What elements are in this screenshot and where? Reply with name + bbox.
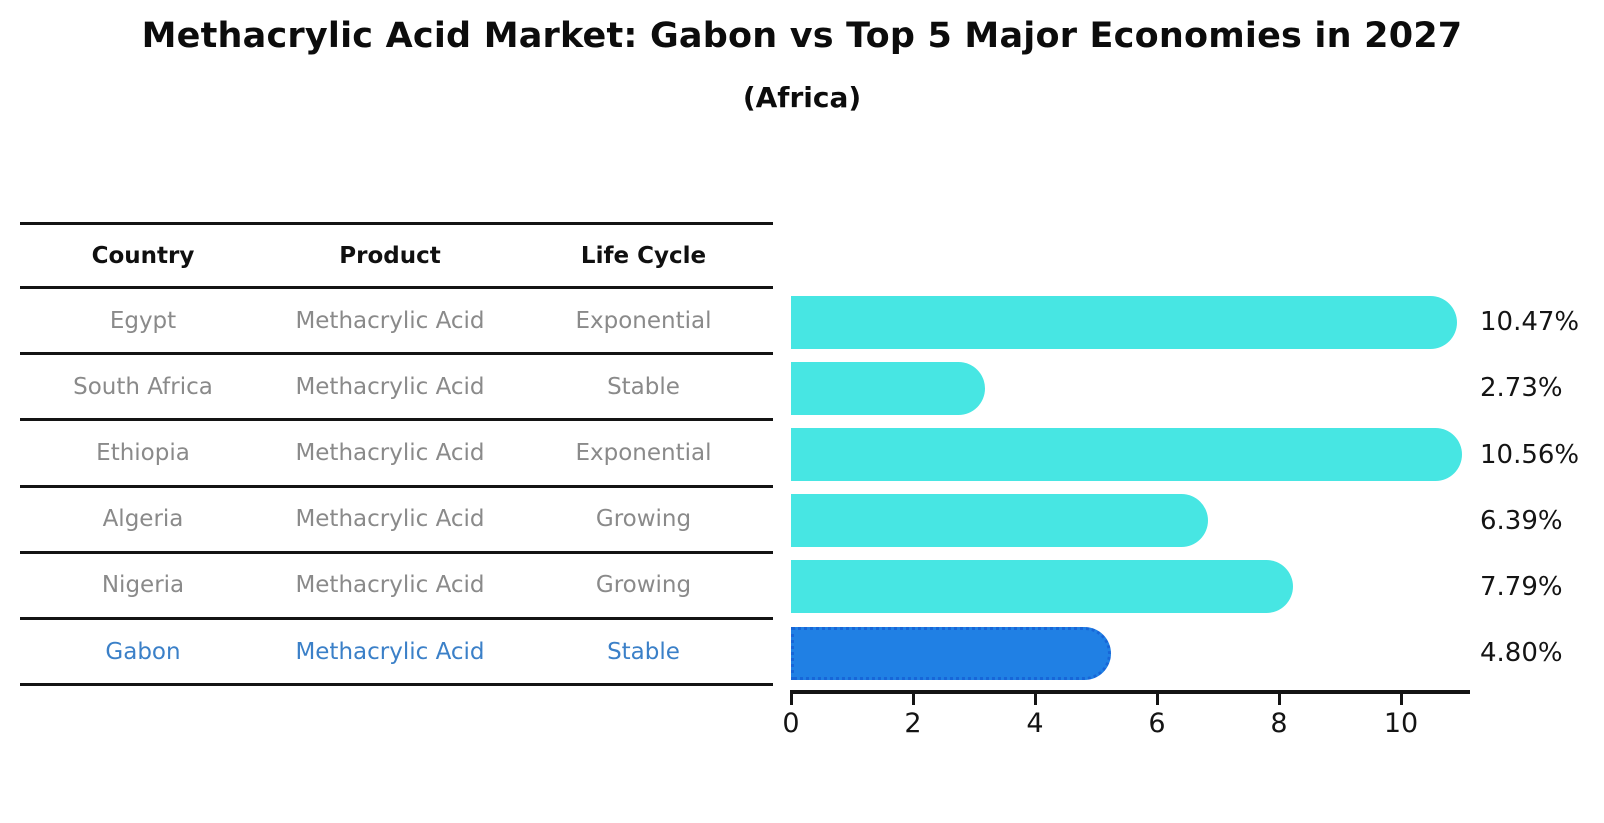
x-axis-tick	[1399, 690, 1403, 705]
table-row: Algeria Methacrylic Acid Growing	[20, 488, 773, 554]
x-axis-tick	[1033, 690, 1037, 705]
x-axis-tick-label: 6	[1148, 708, 1166, 739]
x-axis-tick-label: 2	[904, 708, 922, 739]
column-header: Product	[339, 242, 441, 269]
x-axis-tick	[911, 690, 915, 705]
bar-ethiopia	[791, 428, 1463, 481]
bar-gabon	[791, 626, 1111, 680]
table-row: Gabon Methacrylic Acid Stable	[20, 620, 773, 687]
life-cycle-cell: Growing	[595, 506, 692, 533]
table-header-row: Country Product Life Cycle	[20, 225, 773, 289]
life-cycle-cell: Stable	[607, 638, 680, 665]
life-cycle-cell: Exponential	[575, 439, 712, 466]
life-cycle-cell: Exponential	[575, 307, 712, 334]
bar-value-label: 2.73%	[1480, 373, 1563, 404]
bar-value-label: 4.80%	[1480, 638, 1563, 669]
chart-title: Methacrylic Acid Market: Gabon vs Top 5 …	[141, 16, 1463, 56]
country-cell: Egypt	[109, 307, 177, 334]
table-row: Ethiopia Methacrylic Acid Exponential	[20, 421, 773, 488]
table-row: Nigeria Methacrylic Acid Growing	[20, 554, 773, 620]
bar-algeria	[791, 494, 1208, 548]
country-table: Country Product Life Cycle Egypt Methacryli…	[20, 222, 773, 687]
x-axis-tick-label: 8	[1270, 708, 1288, 739]
x-axis-tick	[789, 690, 793, 705]
x-axis-tick-label: 4	[1026, 708, 1044, 739]
bar-value-label: 6.39%	[1480, 505, 1563, 536]
x-axis-tick-label: 10	[1383, 708, 1419, 739]
column-header: Country	[91, 242, 195, 269]
bar-value-label: 10.47%	[1480, 307, 1580, 338]
country-cell: Nigeria	[101, 572, 185, 599]
country-cell: Algeria	[102, 506, 184, 533]
product-cell: Methacrylic Acid	[295, 439, 485, 466]
product-cell: Methacrylic Acid	[295, 638, 485, 665]
product-cell: Methacrylic Acid	[295, 373, 485, 400]
table-body: Egypt Methacrylic Acid Exponential South Af…	[20, 289, 773, 687]
x-axis-tick-label: 0	[782, 708, 800, 739]
x-axis-tick	[1277, 690, 1281, 705]
table-row: South Africa Methacrylic Acid Stable	[20, 355, 773, 422]
bar-value-label: 10.56%	[1480, 439, 1580, 470]
product-cell: Methacrylic Acid	[295, 307, 485, 334]
product-cell: Methacrylic Acid	[295, 506, 485, 533]
bar-egypt	[791, 295, 1457, 349]
life-cycle-cell: Growing	[595, 572, 692, 599]
x-axis-line	[791, 690, 1470, 694]
bar-south-africa	[791, 361, 985, 415]
x-axis-tick	[1155, 690, 1159, 705]
chart-subtitle: (Africa)	[742, 81, 862, 114]
country-cell: South Africa	[73, 373, 213, 400]
life-cycle-cell: Stable	[607, 373, 680, 400]
column-header: Life Cycle	[580, 242, 707, 269]
bar-value-label: 7.79%	[1480, 571, 1563, 602]
product-cell: Methacrylic Acid	[295, 572, 485, 599]
country-cell: Ethiopia	[96, 439, 190, 466]
bar-nigeria	[791, 560, 1294, 614]
country-cell: Gabon	[105, 638, 181, 665]
table-row: Egypt Methacrylic Acid Exponential	[20, 289, 773, 356]
